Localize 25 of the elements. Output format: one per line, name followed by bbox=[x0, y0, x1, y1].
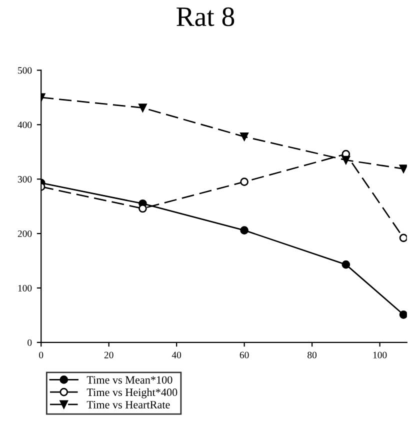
y-tick-label: 100 bbox=[18, 284, 32, 292]
point bbox=[399, 164, 407, 173]
x-tick-label: 40 bbox=[172, 352, 182, 358]
x-tick-label: 60 bbox=[240, 352, 249, 358]
y-tick-label: 200 bbox=[18, 230, 32, 238]
point bbox=[240, 132, 248, 141]
point bbox=[240, 226, 248, 234]
legend-label: Time vs Mean*100 bbox=[86, 376, 172, 384]
point bbox=[240, 178, 248, 186]
x-tick-label: 80 bbox=[308, 352, 317, 358]
x-tick-label: 0 bbox=[39, 352, 44, 358]
legend-label: Time vs HeartRate bbox=[86, 400, 170, 408]
point bbox=[138, 104, 147, 112]
y-tick-label: 400 bbox=[18, 122, 32, 128]
point bbox=[399, 310, 407, 319]
point bbox=[399, 234, 407, 242]
y-tick-label: 0 bbox=[28, 339, 32, 346]
legend-label: Time vs Height*400 bbox=[86, 388, 178, 398]
x-tick-label: 20 bbox=[104, 352, 114, 358]
point bbox=[342, 156, 350, 164]
y-tick-label: 500 bbox=[18, 67, 32, 74]
point bbox=[342, 260, 350, 269]
x-tick-label: 100 bbox=[373, 352, 387, 358]
y-tick-label: 300 bbox=[18, 176, 32, 183]
chart-title: Rat 8 bbox=[176, 7, 234, 26]
